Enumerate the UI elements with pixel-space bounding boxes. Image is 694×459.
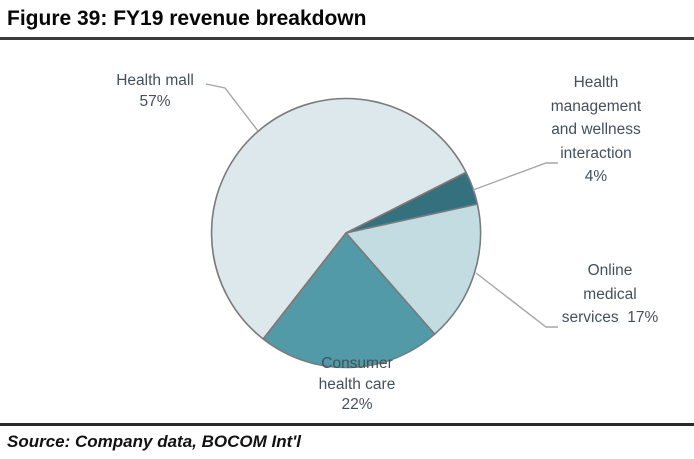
pie-label-line: 57% [139, 93, 171, 110]
bottom-divider-line [0, 423, 694, 426]
pie-label-health-management: Health management and wellness interacti… [516, 71, 676, 189]
source-note: Source: Company data, BOCOM Int'l [7, 432, 302, 451]
pie-label-line: Health [573, 74, 619, 91]
pie-slice-consumer-health-care [262, 232, 436, 369]
leader-line-health-management [472, 162, 558, 191]
pie-label-online-medical: Online medical services 17% [530, 259, 690, 330]
pie-slice-health-mall [210, 97, 467, 340]
pie-label-line: services 17% [561, 309, 659, 326]
leader-line-online-medical [475, 272, 558, 328]
pie-label-line: Consumer [321, 355, 393, 372]
pie-label-line: Health mall [116, 72, 194, 89]
pie-label-line: health care [318, 375, 396, 393]
title-divider-line [0, 37, 694, 40]
pie-label-line: management [550, 97, 642, 115]
pie-label-line: medical [583, 285, 637, 303]
pie-label-line: and wellness [551, 121, 641, 138]
figure-title: Figure 39: FY19 revenue breakdown [7, 7, 367, 30]
pie-label-line: 4% [584, 168, 608, 185]
pie-label-line: Online [587, 262, 633, 279]
pie-label-consumer-healthcare: Consumer health care 22% [287, 354, 427, 416]
pie-label-line: 22% [341, 396, 373, 413]
leader-line-health-mall [205, 83, 259, 132]
pie-slice-online-medical-services [345, 203, 482, 335]
pie-label-line: interaction [560, 144, 632, 162]
pie-label-health-mall: Health mall 57% [85, 70, 225, 112]
